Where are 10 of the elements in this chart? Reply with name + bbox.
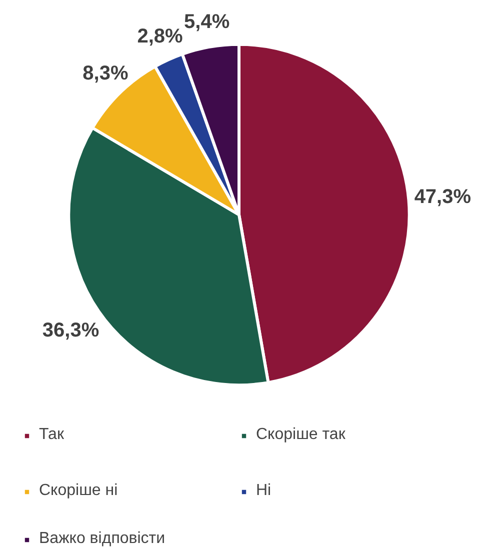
legend-label: Ні bbox=[256, 482, 272, 500]
legend-label: Скоріше ні bbox=[39, 482, 119, 500]
legend-label: Скоріше так bbox=[256, 426, 346, 444]
data-label: 36,3% bbox=[42, 320, 100, 342]
legend-label: Так bbox=[39, 426, 65, 444]
data-label: 2,8% bbox=[137, 25, 184, 48]
legend-label: Важко відповісти bbox=[39, 530, 166, 548]
data-label: 5,4% bbox=[184, 10, 230, 33]
data-label: 47,3% bbox=[414, 186, 472, 208]
data-label: 8,3% bbox=[82, 62, 128, 85]
